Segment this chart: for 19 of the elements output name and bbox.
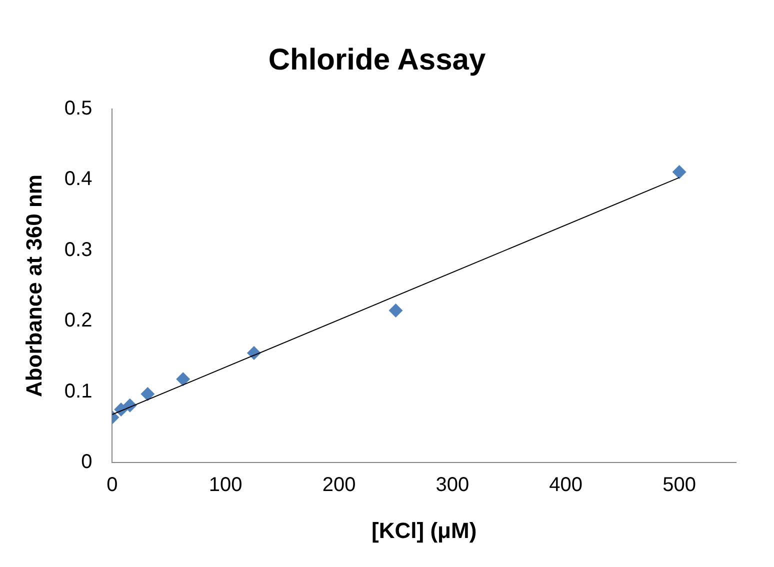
x-tick-label: 100 [208, 474, 242, 496]
y-tick-label: 0.2 [64, 310, 92, 332]
x-tick-label: 500 [662, 474, 696, 496]
point [672, 164, 686, 179]
x-tick-label: 200 [322, 474, 356, 496]
point [388, 304, 403, 318]
y-tick-label: 0.4 [64, 168, 92, 190]
point [140, 387, 155, 401]
x-tick-label: 400 [549, 474, 583, 496]
chart-title: Chloride Assay [268, 43, 486, 76]
x-tick-label: 300 [436, 474, 470, 496]
point [176, 372, 190, 386]
y-tick-label: 0.3 [64, 238, 92, 261]
y-tick-label: 0.5 [64, 98, 92, 120]
y-tick-label: 0 [81, 451, 92, 474]
y-tick-label: 0.1 [64, 380, 92, 402]
x-tick-label: 0 [106, 474, 118, 496]
x-axis-title: [KCl] (μM) [372, 518, 477, 543]
y-axis-title: Aborbance at 360 nm [21, 174, 46, 398]
